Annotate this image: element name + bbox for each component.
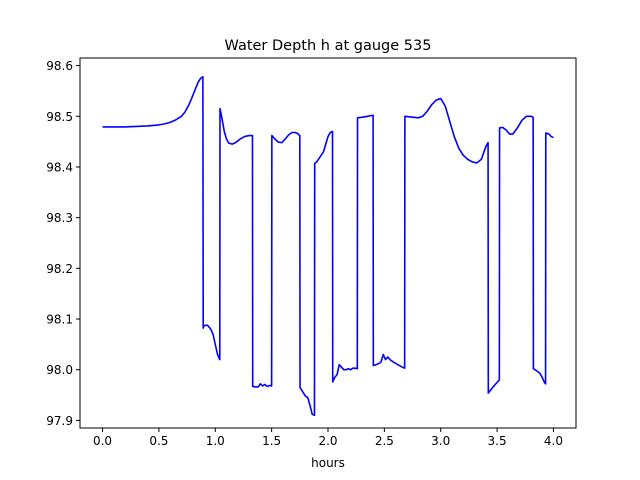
y-tick-label: 97.9 bbox=[46, 414, 73, 428]
y-tick-label: 98.4 bbox=[46, 160, 73, 174]
x-axis-label: hours bbox=[311, 456, 345, 470]
x-tick-label: 1.5 bbox=[262, 434, 281, 448]
series-line-0 bbox=[102, 75, 554, 417]
x-tick-label: 0.0 bbox=[93, 434, 112, 448]
x-axis: 0.0 0.5 1.0 1.5 2.0 2.5 3.0 3.5 4.0 bbox=[93, 428, 563, 448]
x-tick-label: 3.0 bbox=[431, 434, 450, 448]
x-tick-label: 0.5 bbox=[149, 434, 168, 448]
x-tick-label: 2.0 bbox=[318, 434, 337, 448]
plot-frame bbox=[79, 57, 577, 429]
y-axis: 97.9 98.0 98.1 98.2 98.3 98.4 98.5 98.6 bbox=[46, 59, 80, 428]
x-tick-label: 2.5 bbox=[375, 434, 394, 448]
x-tick-label: 3.5 bbox=[488, 434, 507, 448]
y-tick-label: 98.2 bbox=[46, 262, 73, 276]
y-tick-label: 98.6 bbox=[46, 59, 73, 73]
x-tick-label: 1.0 bbox=[206, 434, 225, 448]
chart-title: Water Depth h at gauge 535 bbox=[225, 38, 432, 54]
y-tick-label: 98.3 bbox=[46, 211, 73, 225]
y-tick-label: 98.5 bbox=[46, 110, 73, 124]
y-tick-label: 98.1 bbox=[46, 313, 73, 327]
series-layer bbox=[102, 75, 554, 417]
y-tick-label: 98.0 bbox=[46, 363, 73, 377]
x-tick-label: 4.0 bbox=[544, 434, 563, 448]
